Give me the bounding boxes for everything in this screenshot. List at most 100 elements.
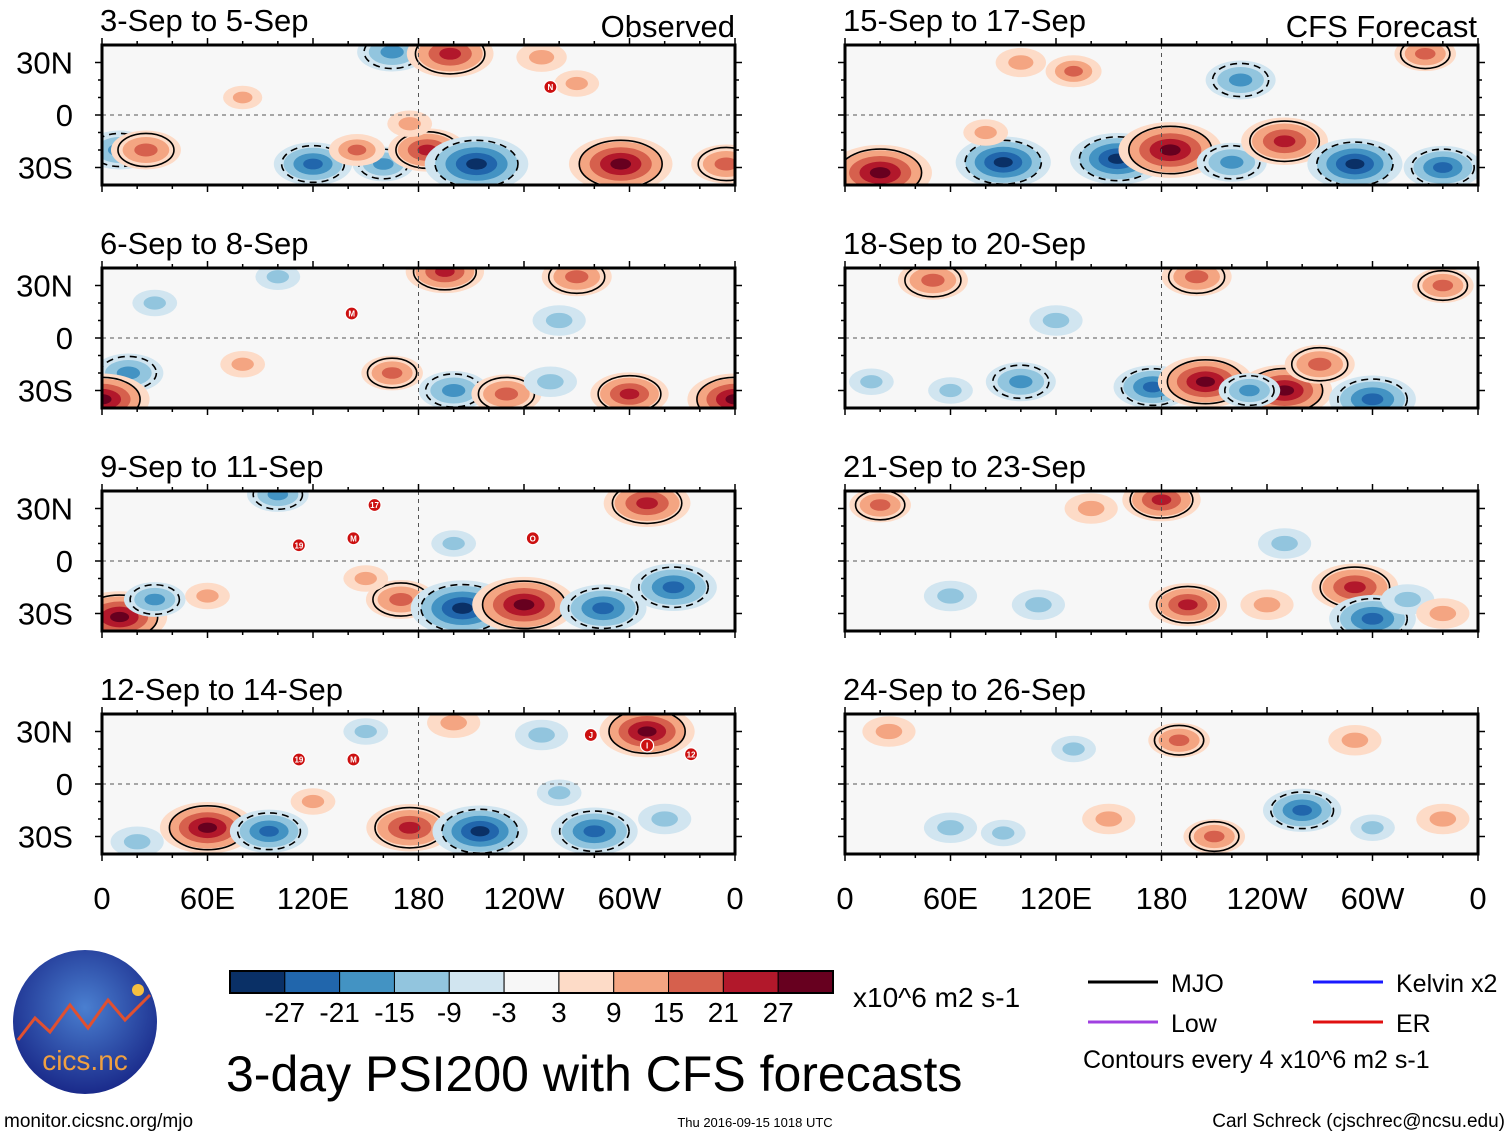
positive-contour [102, 376, 141, 408]
map-panels: 3-Sep to 5-Sep N 30N 0 30S 6-Sep to 8-Sep M 30N… [16, 3, 1485, 861]
anomaly-shading [442, 536, 465, 551]
anomaly-shading [440, 715, 467, 731]
negative-contour [964, 139, 1043, 185]
anomaly-shading [860, 375, 883, 389]
anomaly-shading [1008, 55, 1034, 70]
anomaly-shading [1429, 605, 1457, 622]
negative-contour [434, 139, 519, 185]
anomaly-shading [992, 826, 1015, 840]
legend-item: MJO [1088, 970, 1224, 998]
anomaly-shading [301, 794, 325, 809]
latitude-label: 30S [18, 374, 73, 409]
anomaly-shading [1433, 162, 1453, 173]
colorbar-swatch [448, 970, 505, 994]
anomaly-shading [232, 91, 253, 104]
legend: MJO Kelvin x2 Low ER [1088, 970, 1497, 1038]
anomaly-shading [381, 367, 403, 379]
positive-contour [1290, 346, 1349, 382]
panel-title: 24-Sep to 26-Sep [843, 672, 1086, 707]
legend-label: Low [1171, 1010, 1218, 1038]
anomaly-shading [662, 581, 685, 594]
colorbar-label: -3 [492, 997, 517, 1028]
anomaly-shading [565, 76, 588, 91]
negative-contour [1223, 374, 1275, 407]
anomaly-shading [1203, 830, 1225, 843]
anomaly-shading [354, 571, 377, 586]
colorbar-label: -27 [265, 997, 305, 1028]
anomaly-shading [1361, 821, 1384, 835]
anomaly-shading [380, 45, 404, 59]
anomaly-shading [592, 602, 614, 615]
anomaly-shading [303, 158, 323, 170]
logo-text: cics.nc [42, 1045, 128, 1076]
latitude-label: 30S [18, 820, 73, 855]
latitude-label: 30N [16, 715, 73, 750]
anomaly-shading [637, 726, 657, 737]
longitude-label: 60W [1341, 881, 1405, 916]
positive-contour [1399, 45, 1451, 70]
legend-label: ER [1396, 1010, 1431, 1038]
legend-label: Kelvin x2 [1396, 970, 1497, 998]
longitude-label: 120E [277, 881, 349, 916]
positive-contour [414, 45, 486, 75]
cics-logo: cics.nc [13, 950, 157, 1094]
legend-item: ER [1313, 1010, 1431, 1038]
panel-title: 15-Sep to 17-Sep [843, 3, 1086, 38]
anomaly-shading [1077, 500, 1105, 517]
anomaly-shading [267, 491, 289, 501]
anomaly-shading [937, 588, 964, 604]
storm-label: 19 [294, 541, 303, 550]
anomaly-shading [528, 49, 555, 65]
anomaly-shading [259, 825, 279, 837]
anomaly-shading [583, 825, 606, 838]
anomaly-shading [1292, 804, 1312, 816]
longitude-label: 60E [180, 881, 235, 916]
anomaly-shading [1185, 270, 1209, 284]
anomaly-shading [537, 374, 564, 390]
anomaly-shading [197, 822, 218, 833]
anomaly-shading [143, 296, 166, 310]
anomaly-shading [144, 593, 166, 606]
latitude-label: 0 [56, 98, 73, 133]
longitude-label: 0 [726, 881, 743, 916]
anomaly-shading [1042, 312, 1070, 329]
panel-title: 18-Sep to 20-Sep [843, 226, 1086, 261]
colorbar-label: 21 [708, 997, 739, 1028]
negative-contour [637, 566, 709, 609]
colorbar-label: -9 [437, 997, 462, 1028]
anomaly-shading [1361, 612, 1384, 625]
negative-contour [102, 355, 158, 391]
storm-label: O [530, 534, 536, 543]
positive-contour [366, 357, 418, 389]
legend-item: Low [1088, 1010, 1218, 1038]
negative-contour [558, 810, 630, 853]
map-panel: 21-Sep to 23-Sep [838, 449, 1485, 638]
observed-label: Observed [601, 9, 735, 44]
anomaly-shading [494, 387, 519, 401]
anomaly-shading [1064, 65, 1083, 77]
longitude-label: 0 [836, 881, 853, 916]
positive-contour [854, 491, 906, 521]
anomaly-shading [636, 497, 658, 510]
latitude-label: 30N [16, 46, 73, 81]
contour-note: Contours every 4 x10^6 m2 s-1 [1083, 1046, 1430, 1074]
storm-label: I [646, 742, 648, 751]
tropical-cyclone-icon: N [543, 79, 558, 95]
negative-contour [236, 812, 302, 851]
colorbar-swatch [393, 970, 450, 994]
colorbar-label: -15 [374, 997, 414, 1028]
anomaly-shading [1142, 381, 1163, 393]
negative-contour [441, 808, 519, 854]
panel-title: 9-Sep to 11-Sep [100, 449, 323, 484]
colorbar: -27 -21 -15 -9 -3 3 9 15 21 27 [229, 970, 834, 1028]
colorbar-swatch [229, 970, 286, 994]
positive-contour [597, 374, 662, 408]
anomaly-shading [354, 724, 377, 739]
map-panel: 6-Sep to 8-Sep M 30N 0 30S [16, 226, 742, 415]
storm-label: M [350, 534, 357, 543]
anomaly-shading [939, 383, 962, 398]
legend-item: Kelvin x2 [1313, 970, 1497, 998]
positive-contour [1188, 820, 1240, 853]
anomaly-shading [1253, 597, 1281, 613]
